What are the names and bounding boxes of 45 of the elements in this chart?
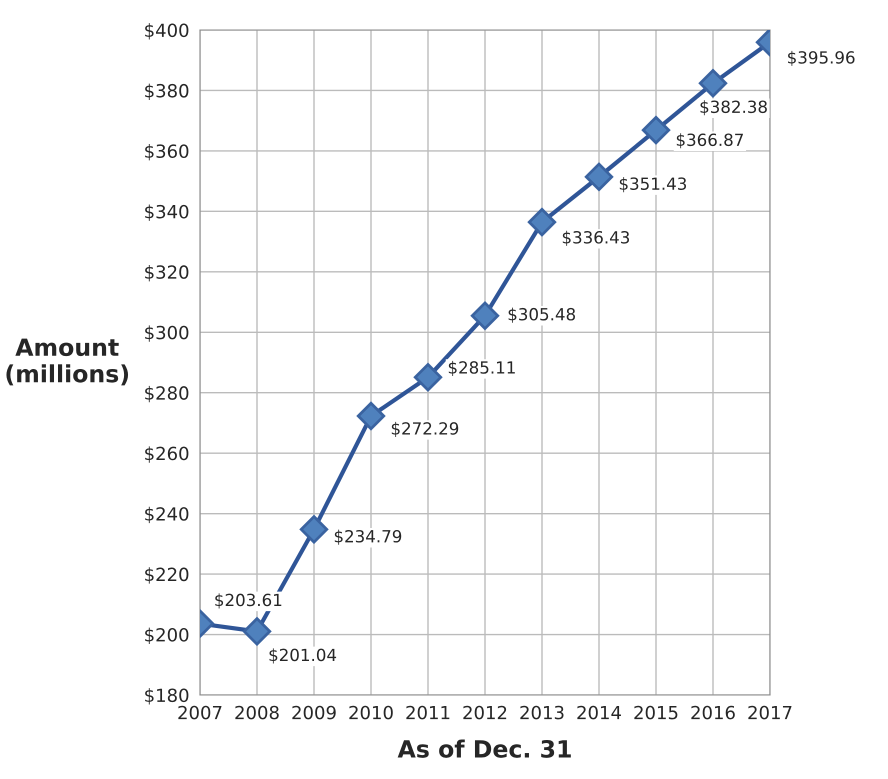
y-tick-label: $240: [145, 506, 188, 524]
y-tick-label: $380: [145, 84, 188, 100]
data-label: $285.11: [448, 360, 515, 376]
x-tick-label: 2009: [292, 706, 336, 720]
x-tick-label: 2014: [577, 706, 621, 720]
point: [356, 402, 386, 430]
data-label: $234.79: [334, 530, 402, 545]
y-tick-label: $260: [145, 446, 188, 463]
x-tick-label: 2017: [748, 706, 792, 720]
y-tick-label: $400: [145, 23, 188, 40]
data-label: $305.48: [508, 308, 576, 323]
data-label: $351.43: [620, 177, 686, 192]
y-tick-label: $360: [145, 144, 188, 160]
y-tick-label: $200: [145, 628, 188, 644]
x-tick-label: 2007: [178, 706, 222, 720]
x-tick-label: 2011: [406, 706, 450, 720]
point: [470, 302, 500, 330]
y-tick-label: $320: [145, 264, 188, 282]
y-axis-title: Amount (millions): [6, 338, 128, 386]
point: [584, 162, 614, 191]
point: [300, 515, 328, 544]
x-axis-title: As of Dec. 31: [398, 740, 571, 758]
point: [528, 208, 556, 236]
x-tick-label: 2013: [520, 706, 564, 720]
point: [242, 617, 272, 646]
x-tick-label: 2012: [463, 706, 506, 720]
y-tick-label: $180: [145, 688, 188, 705]
data-label: $395.96: [788, 50, 855, 66]
x-tick-label: 2010: [349, 706, 393, 720]
point: [414, 363, 442, 392]
data-label: $201.04: [269, 648, 336, 664]
point: [642, 116, 670, 144]
y-tick-label: $280: [145, 386, 188, 402]
point: [698, 69, 728, 98]
x-tick-label: 2016: [691, 706, 735, 720]
data-label: $366.87: [676, 133, 743, 148]
data-label: $203.61: [215, 593, 282, 608]
x-tick-label: 2008: [235, 706, 279, 720]
x-tick-label: 2015: [634, 706, 678, 720]
data-label: $336.43: [562, 230, 630, 246]
y-tick-label: $300: [145, 325, 188, 342]
y-tick-label: $340: [145, 204, 188, 221]
data-label: $382.38: [700, 100, 767, 116]
y-tick-label: $220: [145, 567, 188, 584]
data-label: $272.29: [392, 422, 458, 437]
